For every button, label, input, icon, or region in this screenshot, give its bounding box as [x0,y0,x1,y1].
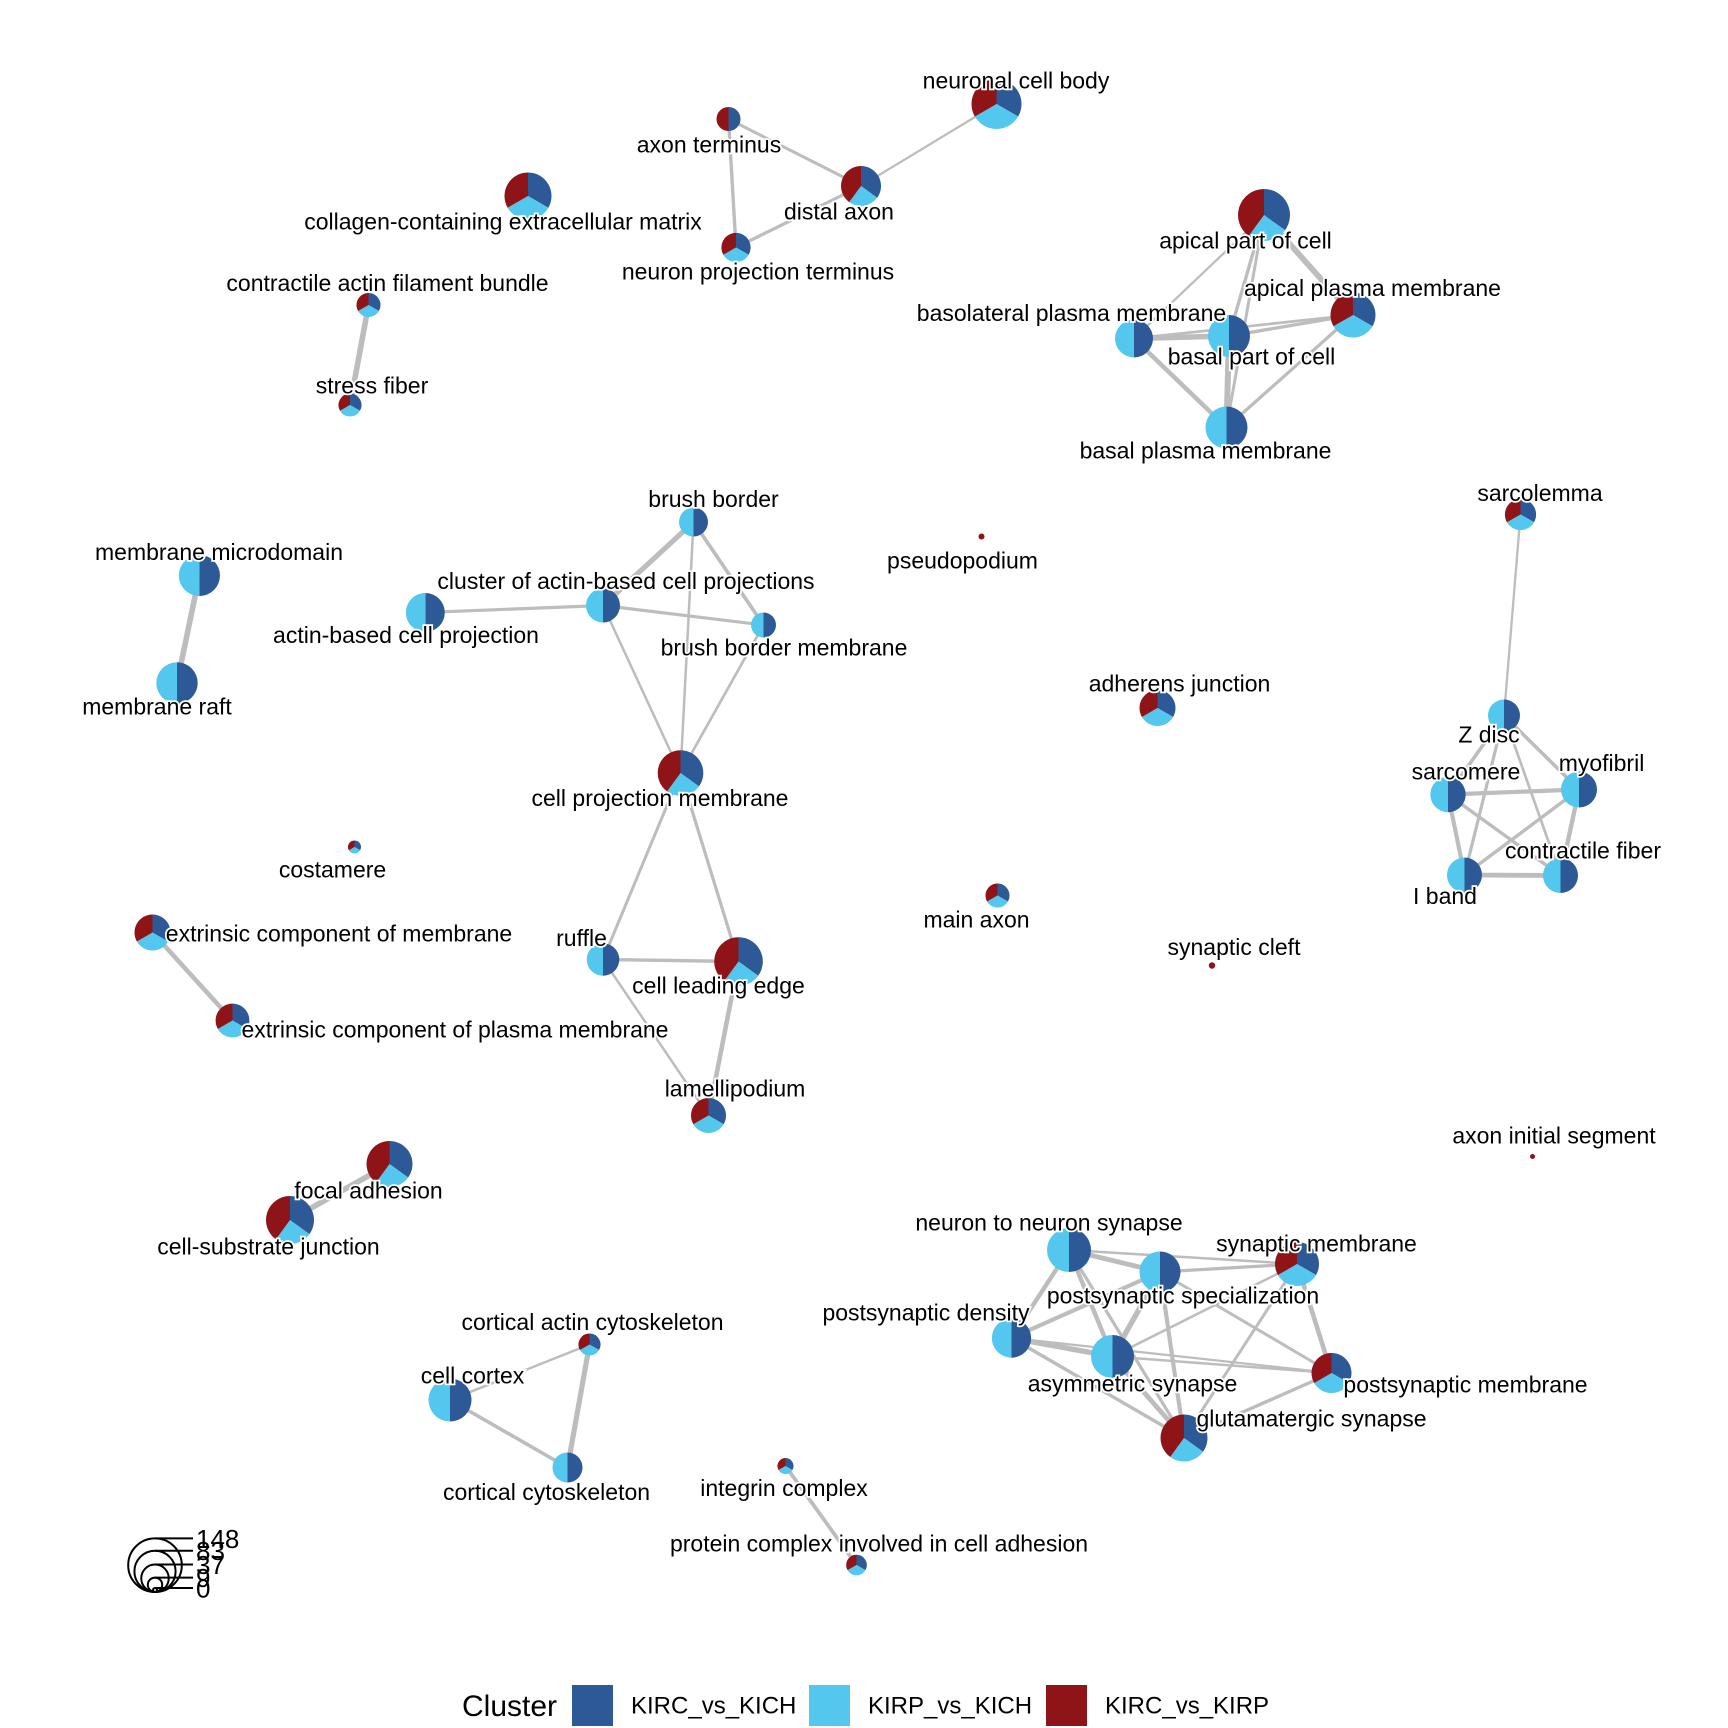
svg-text:asymmetric synapse: asymmetric synapse [1028,1370,1238,1396]
svg-text:integrin complex: integrin complex [700,1475,868,1501]
svg-text:extrinsic component of plasma: extrinsic component of plasma membrane [242,1016,669,1042]
svg-text:actin-based cell projection: actin-based cell projection [273,622,539,648]
svg-text:cell cortex: cell cortex [421,1362,525,1388]
svg-text:I band: I band [1413,883,1477,909]
svg-text:apical plasma membrane: apical plasma membrane [1244,275,1501,301]
svg-text:KIRC_vs_KIRP: KIRC_vs_KIRP [1105,1693,1269,1720]
svg-text:cell projection membrane: cell projection membrane [532,785,789,811]
svg-text:sarcomere: sarcomere [1412,758,1521,784]
svg-text:83: 83 [196,1536,225,1566]
svg-text:148: 148 [196,1524,239,1554]
svg-text:cortical cytoskeleton: cortical cytoskeleton [443,1479,650,1505]
svg-text:costamere: costamere [279,856,386,882]
svg-text:brush border membrane: brush border membrane [661,634,908,660]
svg-text:cortical actin cytoskeleton: cortical actin cytoskeleton [461,1309,723,1335]
svg-text:contractile fiber: contractile fiber [1505,837,1661,863]
svg-text:9: 9 [196,1563,210,1593]
svg-text:KIRC_vs_KICH: KIRC_vs_KICH [631,1693,796,1720]
svg-text:main axon: main axon [923,906,1029,932]
svg-text:pseudopodium: pseudopodium [887,547,1038,573]
svg-text:postsynaptic specialization: postsynaptic specialization [1047,1282,1319,1308]
svg-text:37: 37 [196,1550,225,1580]
svg-text:KIRP_vs_KICH: KIRP_vs_KICH [868,1693,1032,1720]
svg-text:membrane raft: membrane raft [82,693,232,719]
svg-text:brush border: brush border [648,486,779,512]
svg-text:basal plasma membrane: basal plasma membrane [1080,437,1332,463]
svg-text:synaptic membrane: synaptic membrane [1216,1230,1417,1256]
svg-text:focal adhesion: focal adhesion [294,1177,442,1203]
svg-text:glutamatergic synapse: glutamatergic synapse [1196,1405,1426,1431]
svg-text:neuronal cell body: neuronal cell body [923,67,1110,93]
svg-text:protein complex involved in ce: protein complex involved in cell adhesio… [670,1530,1088,1556]
svg-text:myofibril: myofibril [1559,750,1645,776]
svg-text:apical part of cell: apical part of cell [1159,227,1332,253]
svg-text:adherens junction: adherens junction [1089,670,1271,696]
svg-text:collagen-containing extracellu: collagen-containing extracellular matrix [304,208,702,234]
svg-text:cell leading edge: cell leading edge [632,972,805,998]
svg-text:postsynaptic membrane: postsynaptic membrane [1343,1371,1587,1397]
svg-text:distal axon: distal axon [784,198,894,224]
svg-text:basolateral plasma membrane: basolateral plasma membrane [917,300,1226,326]
svg-text:sarcolemma: sarcolemma [1477,480,1602,506]
svg-text:cell-substrate junction: cell-substrate junction [157,1233,379,1259]
svg-text:0: 0 [196,1573,210,1603]
svg-text:extrinsic component of membran: extrinsic component of membrane [166,920,512,946]
svg-text:membrane microdomain: membrane microdomain [95,539,343,565]
svg-text:neuron projection terminus: neuron projection terminus [622,258,894,284]
svg-text:lamellipodium: lamellipodium [665,1075,806,1101]
svg-text:axon initial segment: axon initial segment [1452,1122,1656,1148]
svg-text:ruffle: ruffle [556,925,607,951]
svg-text:synaptic cleft: synaptic cleft [1168,934,1302,960]
svg-text:Cluster: Cluster [462,1690,557,1723]
svg-text:axon terminus: axon terminus [637,131,781,157]
svg-text:postsynaptic density: postsynaptic density [822,1299,1030,1325]
svg-text:basal part of cell: basal part of cell [1168,343,1335,369]
svg-text:stress fiber: stress fiber [316,372,429,398]
svg-text:contractile actin filament bun: contractile actin filament bundle [226,270,548,296]
svg-text:Z disc: Z disc [1458,721,1519,747]
svg-text:neuron to neuron synapse: neuron to neuron synapse [915,1209,1182,1235]
svg-text:cluster of actin-based cell pr: cluster of actin-based cell projections [437,568,814,594]
